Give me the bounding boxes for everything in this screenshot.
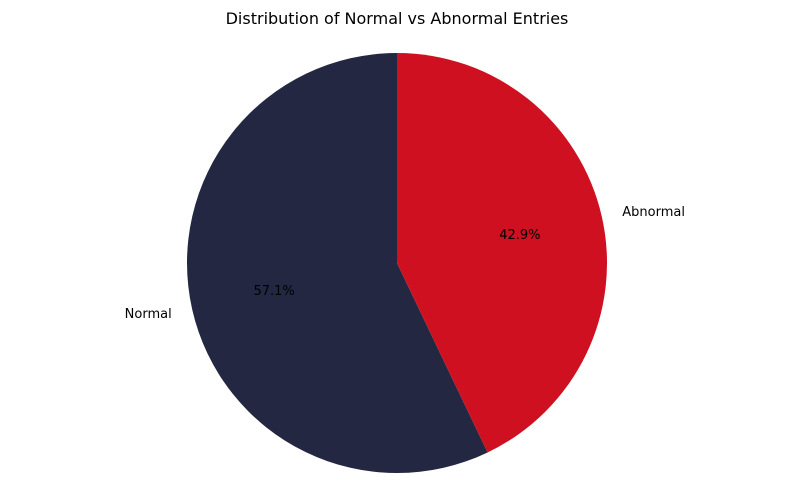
pie-labels: Normal 57.1% Abnormal 42.9% xyxy=(125,205,685,322)
slice-percent-normal: 57.1% xyxy=(253,284,294,299)
slice-label-normal: Normal xyxy=(125,307,172,322)
pie-slices xyxy=(187,53,608,473)
pie-slice-normal xyxy=(187,53,488,473)
slice-label-abnormal: Abnormal xyxy=(622,205,685,220)
chart-title: Distribution of Normal vs Abnormal Entri… xyxy=(226,9,569,28)
pie-slice-abnormal xyxy=(397,53,608,453)
slice-percent-abnormal: 42.9% xyxy=(499,228,540,243)
